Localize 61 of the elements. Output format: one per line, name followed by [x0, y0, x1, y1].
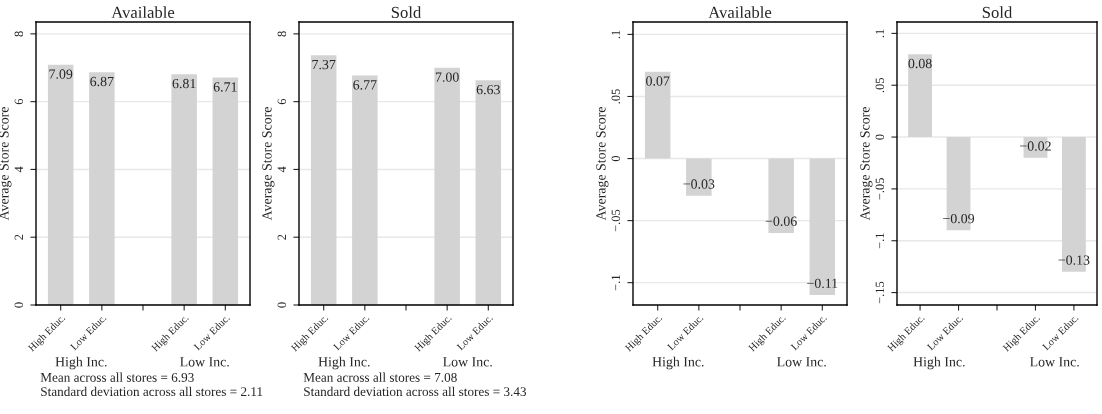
y-tick-label: −.05 [875, 178, 885, 200]
y-tick-label: 4 [14, 166, 23, 173]
data-label: −0.02 [1020, 141, 1051, 151]
text: High Inc. [652, 356, 704, 370]
bar [475, 80, 502, 305]
y-tick-label: 0 [14, 302, 24, 308]
y-tick-label: 0 [611, 155, 621, 162]
y-tick-label: .1 [875, 29, 885, 38]
text: High Inc. [55, 356, 107, 370]
text: Low Inc. [777, 357, 826, 367]
data-label: −0.09 [943, 213, 975, 224]
y-tick-label: 8 [277, 31, 287, 37]
data-label: 7.37 [312, 59, 336, 70]
y-tick-label: 8 [14, 31, 24, 37]
y-axis-title: Average Store Score [860, 107, 873, 221]
data-label: 6.81 [172, 78, 196, 89]
data-label: 6.87 [90, 76, 114, 87]
y-tick-label: −.15 [875, 281, 885, 304]
data-label: −0.11 [807, 278, 838, 289]
text: Standard deviation across all stores = 2.11 [41, 386, 263, 397]
bar [310, 55, 337, 305]
y-tick-label: 6 [14, 98, 24, 105]
data-label: 0.08 [908, 58, 932, 69]
y-tick-label: 4 [277, 166, 286, 173]
text: Low Inc. [443, 357, 492, 367]
y-tick-label: 0 [277, 302, 287, 308]
y-tick-label: .05 [875, 77, 885, 93]
text: Mean across all stores = 7.08 [303, 372, 457, 382]
text: Mean across all stores = 6.93 [40, 372, 194, 382]
y-tick-label: −.05 [611, 209, 621, 232]
data-label: 7.09 [49, 69, 73, 79]
y-tick-label: 0 [875, 134, 885, 140]
text: Low Inc. [1030, 357, 1079, 367]
chart-title: Sold [391, 6, 422, 18]
y-tick-label: .05 [611, 89, 621, 104]
y-tick-label: .1 [611, 30, 621, 39]
text: Standard deviation across all stores = 3.43 [304, 386, 527, 397]
y-axis-title: Average Store Score [262, 107, 275, 221]
data-label: −0.06 [765, 216, 797, 226]
data-label: 6.77 [353, 80, 377, 90]
data-label: 0.07 [646, 76, 670, 86]
text: High Inc. [318, 356, 370, 370]
y-axis-title: Average Store Score [596, 107, 609, 221]
data-label: −0.13 [1058, 255, 1090, 265]
chart-title: Available [708, 6, 772, 18]
bar [352, 75, 378, 305]
chart-title: Available [111, 6, 175, 18]
y-tick-label: 2 [14, 234, 23, 240]
data-label: −0.03 [683, 179, 715, 189]
chart-title: Sold [982, 6, 1013, 18]
data-label: 6.71 [213, 82, 237, 92]
y-axis-title: Average Store Score [0, 107, 12, 221]
y-tick-label: −.1 [875, 233, 885, 249]
bar [434, 67, 460, 305]
data-label: 6.63 [476, 84, 500, 95]
data-label: 7.00 [435, 72, 459, 82]
y-tick-label: 2 [277, 234, 286, 240]
y-tick-label: −.1 [611, 275, 621, 291]
text: High Inc. [913, 356, 965, 370]
text: Low Inc. [180, 357, 229, 367]
y-tick-label: 6 [277, 98, 287, 105]
